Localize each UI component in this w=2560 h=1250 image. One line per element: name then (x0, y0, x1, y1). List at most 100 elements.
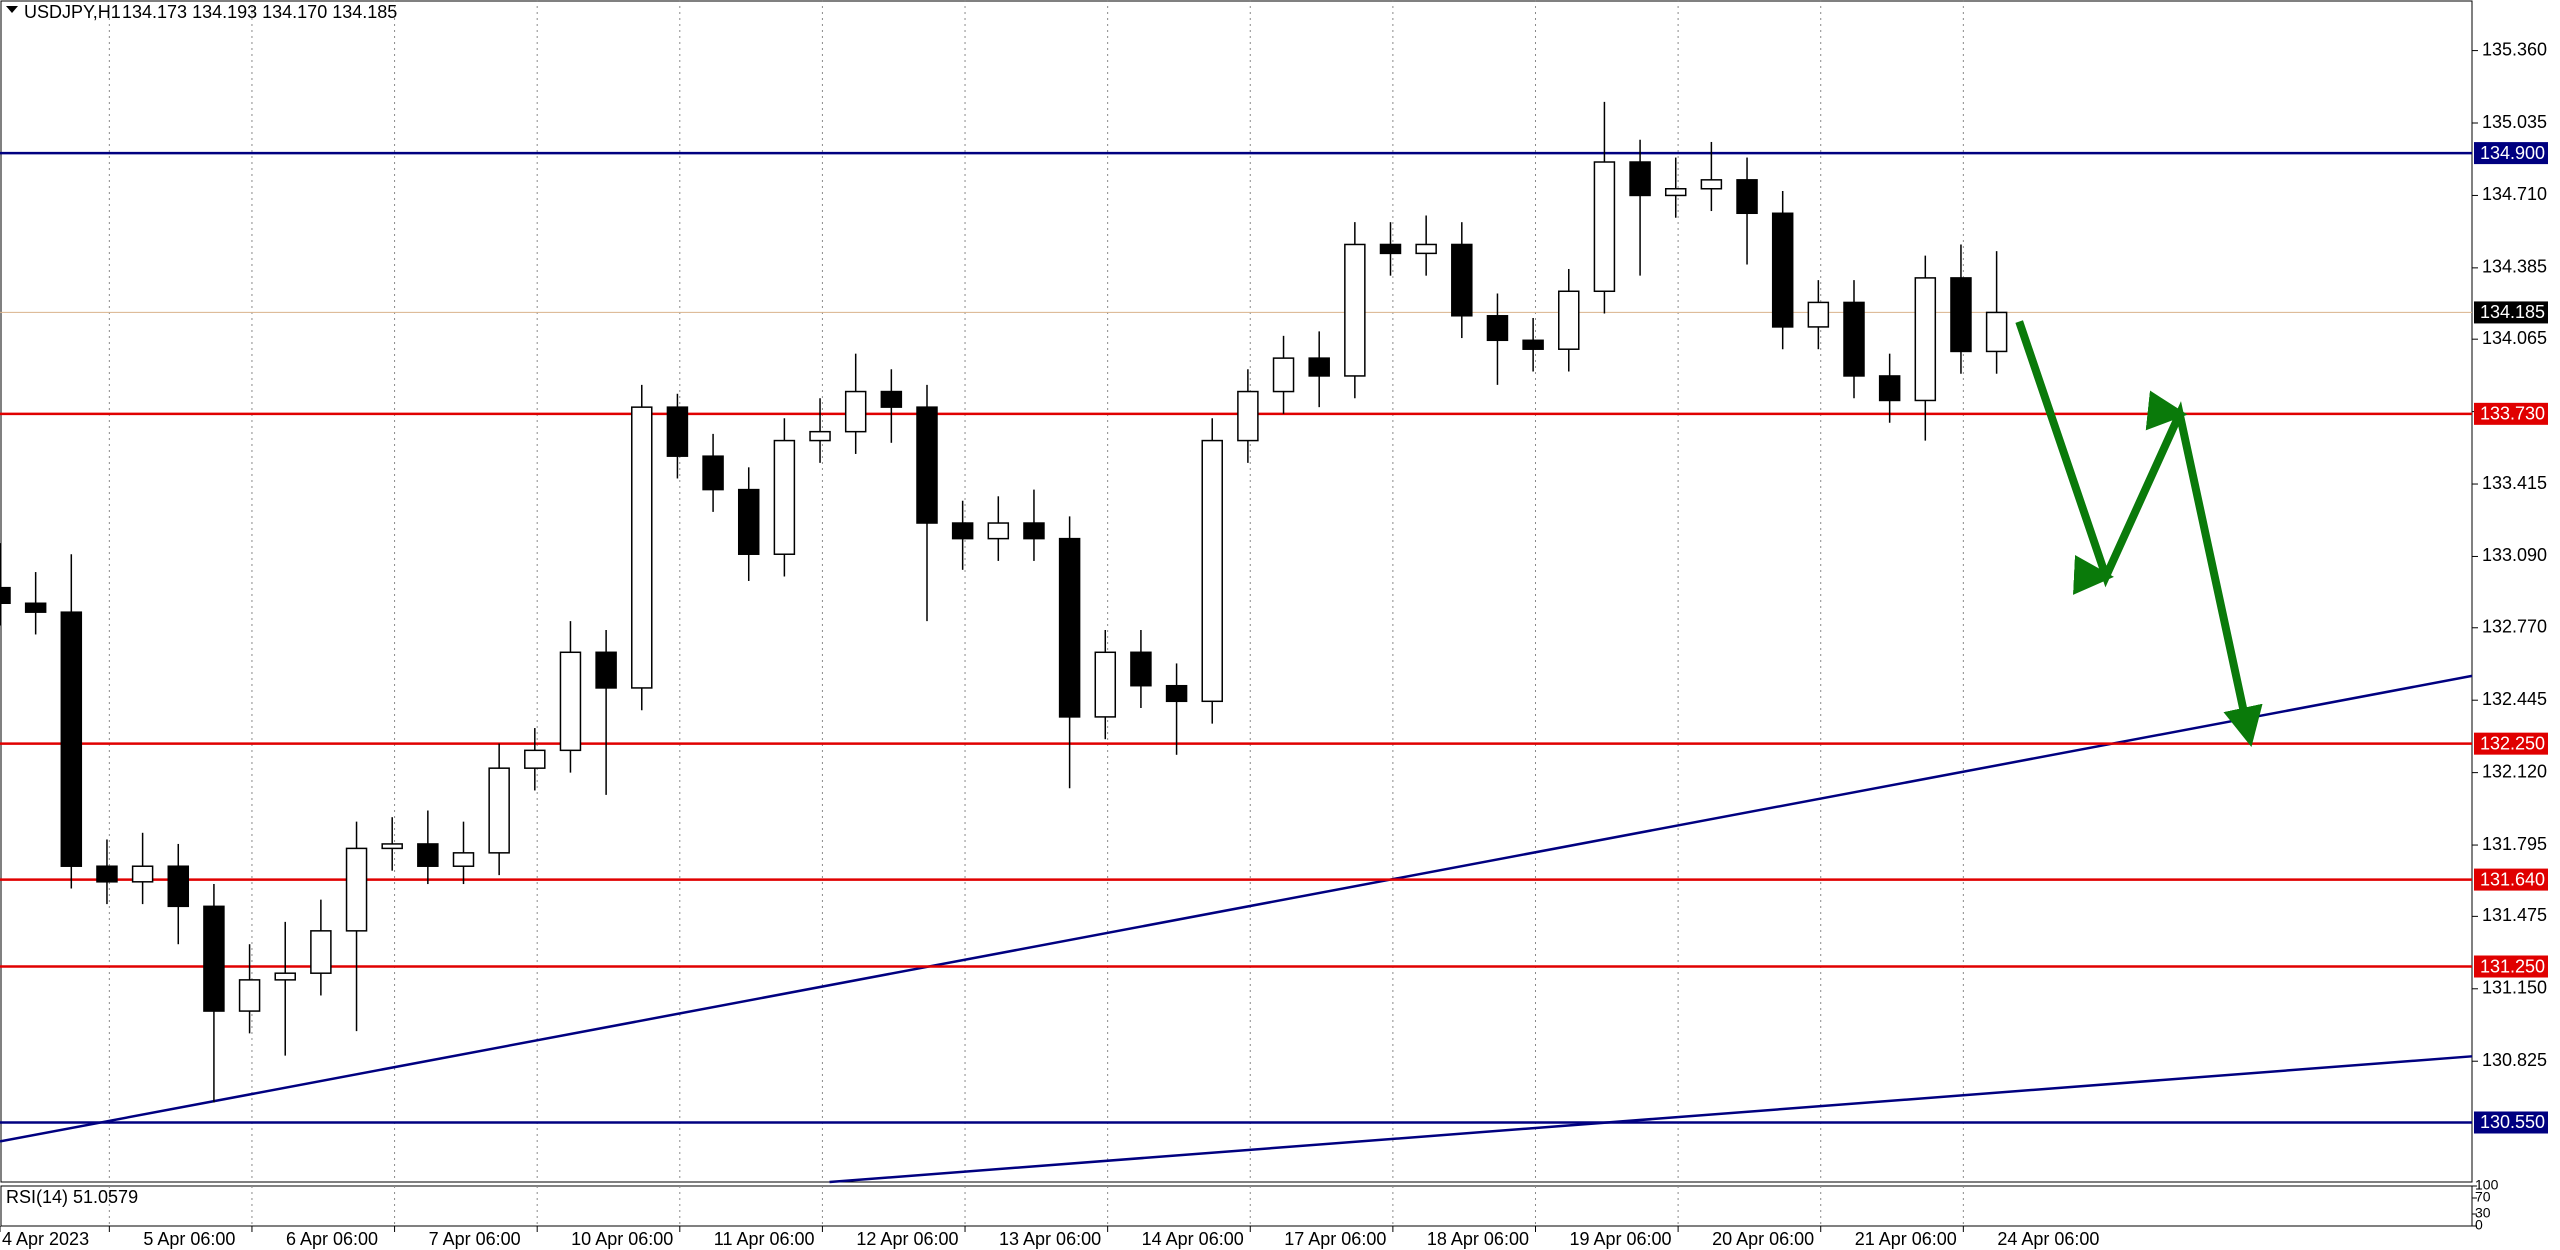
level-label-box (2474, 142, 2548, 165)
level-label: 131.250 (2480, 956, 2545, 976)
candle-body (274, 972, 296, 981)
candle-body (1379, 243, 1402, 255)
x-tick-label: 14 Apr 06:00 (1142, 1229, 1244, 1249)
candle-body (809, 430, 831, 442)
level-label: 132.250 (2480, 733, 2545, 753)
candle-body (1771, 212, 1794, 328)
y-tick-label: 131.795 (2482, 834, 2547, 854)
y-tick-label: 132.120 (2482, 761, 2547, 781)
x-tick-label: 5 Apr 06:00 (143, 1229, 235, 1249)
candle-body (1843, 301, 1865, 377)
candle-body (60, 611, 83, 867)
candle-body (1201, 439, 1223, 703)
candle-body (631, 406, 653, 689)
rsi-tick-label: 30 (2475, 1205, 2491, 1221)
candle-body (452, 852, 475, 867)
candle-body (0, 586, 11, 605)
candle-body (345, 847, 368, 932)
candle-body (880, 390, 903, 408)
candle-body (844, 390, 867, 433)
candle-body (381, 843, 403, 850)
x-tick-label: 21 Apr 06:00 (1855, 1229, 1957, 1249)
x-tick-label: 18 Apr 06:00 (1427, 1229, 1529, 1249)
x-tick-label: 11 Apr 06:00 (714, 1229, 815, 1249)
candle-body (1165, 684, 1188, 703)
candle-body (1985, 311, 2008, 353)
x-tick-label: 4 Apr 2023 (2, 1229, 89, 1249)
candle-body (24, 602, 47, 613)
candle-body (1664, 188, 1687, 197)
y-tick-label: 130.825 (2482, 1050, 2547, 1070)
x-tick-label: 24 Apr 06:00 (1997, 1229, 2099, 1249)
quote: 134.173 134.193 134.170 134.185 (122, 2, 397, 22)
rsi-label: RSI(14) 51.0579 (6, 1187, 138, 1207)
y-tick-label: 132.445 (2482, 689, 2547, 709)
y-tick-label: 134.065 (2482, 328, 2547, 348)
candle-body (1237, 390, 1259, 442)
candle-body (916, 406, 938, 524)
level-label: 131.640 (2480, 869, 2545, 889)
candle-body (951, 522, 974, 540)
x-tick-label: 13 Apr 06:00 (999, 1229, 1101, 1249)
candle-body (1308, 357, 1330, 377)
candle-body (1486, 315, 1509, 342)
candle-body (1344, 243, 1366, 377)
candle-body (595, 651, 617, 689)
y-tick-label: 135.360 (2482, 39, 2547, 59)
rsi-tick-label: 0 (2475, 1217, 2483, 1233)
candle-body (1094, 651, 1117, 718)
candle-body (167, 865, 190, 908)
y-tick-label: 133.415 (2482, 473, 2547, 493)
candle-body (1558, 290, 1580, 350)
candle-body (238, 979, 261, 1012)
candle-body (987, 522, 1010, 540)
y-tick-label: 131.150 (2482, 978, 2547, 998)
candle-body (1700, 179, 1723, 190)
candle-body (702, 455, 724, 491)
candle-body (559, 651, 582, 752)
candle-body (1950, 277, 1972, 353)
candle-body (773, 439, 796, 555)
candle-body (666, 406, 689, 457)
level-label-box (2474, 1111, 2548, 1134)
forecast-arrow (2015, 320, 2263, 748)
chart-title: USDJPY,H1 (24, 2, 121, 22)
last-price-box (2474, 301, 2548, 324)
x-tick-label: 17 Apr 06:00 (1284, 1229, 1386, 1249)
candle-body (310, 930, 332, 974)
level-label-box (2474, 732, 2548, 755)
candle-body (1451, 243, 1473, 317)
rsi-tick-label: 100 (2475, 1177, 2499, 1193)
x-tick-label: 12 Apr 06:00 (856, 1229, 958, 1249)
y-tick-label: 131.475 (2482, 905, 2547, 925)
level-label: 134.900 (2480, 143, 2545, 163)
candle-body (1522, 339, 1544, 350)
x-tick-label: 19 Apr 06:00 (1569, 1229, 1671, 1249)
x-tick-label: 6 Apr 06:00 (286, 1229, 378, 1249)
trendline (0, 674, 2473, 1143)
last-price-label: 134.185 (2480, 302, 2545, 322)
candle-body (1878, 375, 1901, 402)
candle-body (488, 767, 510, 854)
candle-body (131, 865, 154, 883)
y-tick-label: 134.385 (2482, 257, 2547, 277)
candle-body (203, 905, 225, 1012)
candle-body (737, 488, 760, 555)
candle-body (1023, 522, 1045, 540)
panel-toggle[interactable] (6, 6, 18, 13)
x-tick-label: 10 Apr 06:00 (571, 1229, 673, 1249)
level-label: 130.550 (2480, 1112, 2545, 1132)
candle-body (524, 749, 546, 769)
rsi-tick-label: 70 (2475, 1189, 2491, 1205)
trendline (829, 1055, 2473, 1184)
y-tick-label: 134.710 (2482, 184, 2547, 204)
y-tick-label: 133.090 (2482, 545, 2547, 565)
level-label-box (2474, 955, 2548, 978)
x-tick-label: 7 Apr 06:00 (429, 1229, 521, 1249)
candle-body (1593, 161, 1616, 293)
candle-body (1629, 161, 1651, 197)
candle-body (1415, 243, 1437, 255)
